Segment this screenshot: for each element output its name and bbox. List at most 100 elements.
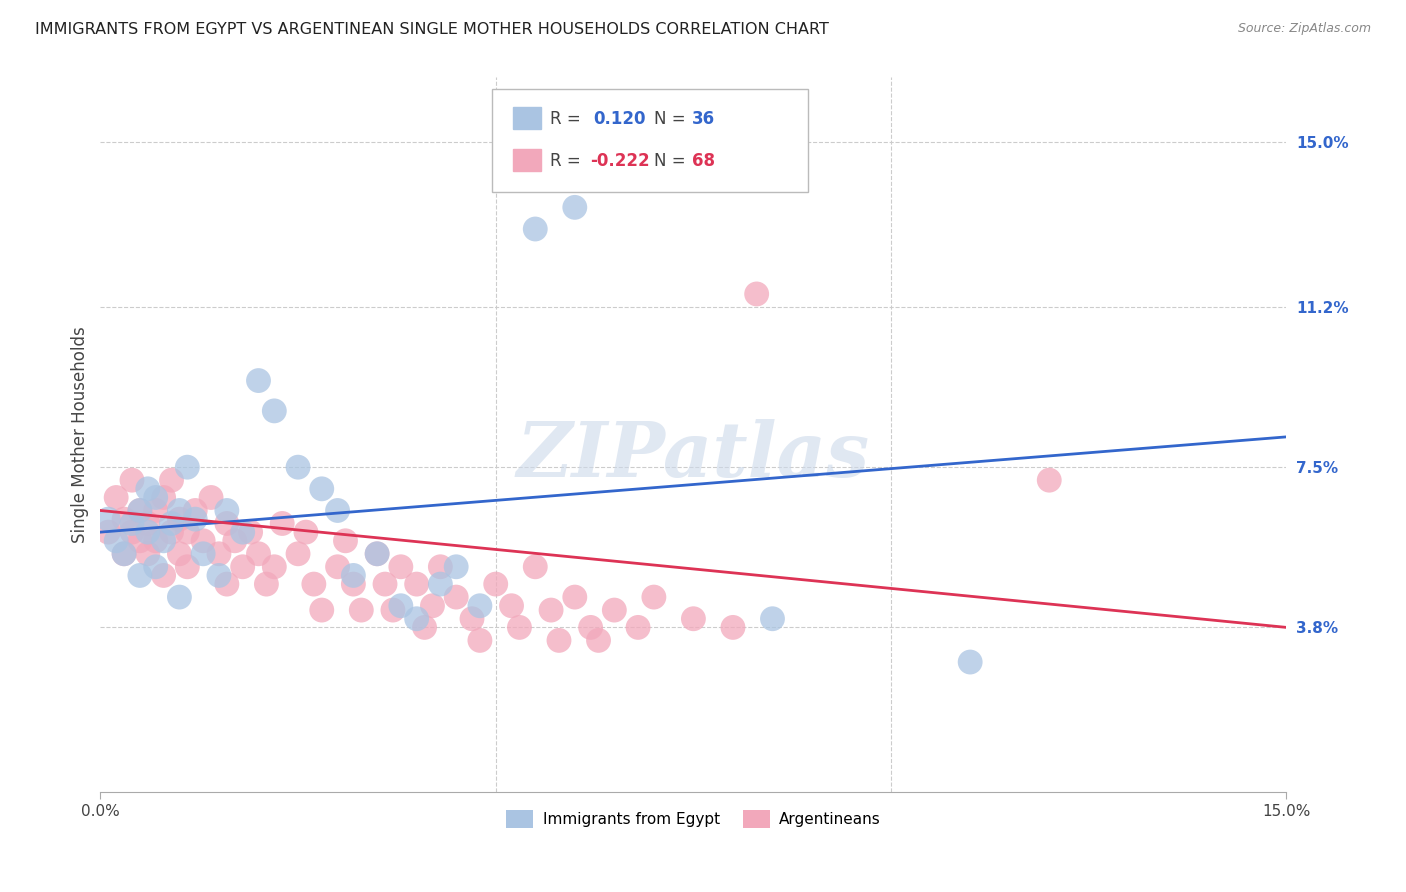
- Point: [247, 547, 270, 561]
- Point: [389, 559, 412, 574]
- Point: [548, 633, 571, 648]
- Point: [468, 633, 491, 648]
- Point: [208, 568, 231, 582]
- Point: [389, 599, 412, 613]
- Point: [682, 612, 704, 626]
- Point: [959, 655, 981, 669]
- Point: [145, 559, 167, 574]
- Point: [224, 533, 246, 548]
- Text: R =: R =: [550, 152, 586, 169]
- Point: [184, 512, 207, 526]
- Point: [287, 460, 309, 475]
- Point: [405, 612, 427, 626]
- Point: [302, 577, 325, 591]
- Point: [136, 516, 159, 531]
- Point: [311, 603, 333, 617]
- Point: [191, 533, 214, 548]
- Point: [761, 612, 783, 626]
- Point: [232, 559, 254, 574]
- Point: [160, 473, 183, 487]
- Point: [191, 547, 214, 561]
- Point: [603, 603, 626, 617]
- Point: [745, 287, 768, 301]
- Point: [342, 577, 364, 591]
- Point: [501, 599, 523, 613]
- Point: [145, 533, 167, 548]
- Point: [350, 603, 373, 617]
- Point: [627, 620, 650, 634]
- Point: [184, 503, 207, 517]
- Point: [215, 577, 238, 591]
- Point: [429, 559, 451, 574]
- Point: [247, 374, 270, 388]
- Point: [176, 525, 198, 540]
- Point: [271, 516, 294, 531]
- Point: [145, 503, 167, 517]
- Point: [287, 547, 309, 561]
- Point: [136, 525, 159, 540]
- Point: [128, 568, 150, 582]
- Point: [263, 559, 285, 574]
- Point: [121, 525, 143, 540]
- Point: [444, 590, 467, 604]
- Point: [524, 222, 547, 236]
- Point: [112, 547, 135, 561]
- Point: [335, 533, 357, 548]
- Point: [429, 577, 451, 591]
- Point: [263, 404, 285, 418]
- Point: [508, 620, 530, 634]
- Point: [152, 533, 174, 548]
- Point: [254, 577, 277, 591]
- Text: -0.222: -0.222: [591, 152, 650, 169]
- Point: [588, 633, 610, 648]
- Text: N =: N =: [654, 152, 690, 169]
- Y-axis label: Single Mother Households: Single Mother Households: [72, 326, 89, 543]
- Point: [485, 577, 508, 591]
- Text: Source: ZipAtlas.com: Source: ZipAtlas.com: [1237, 22, 1371, 36]
- Point: [169, 503, 191, 517]
- Point: [366, 547, 388, 561]
- Point: [326, 559, 349, 574]
- Point: [232, 525, 254, 540]
- Point: [121, 473, 143, 487]
- Point: [540, 603, 562, 617]
- Point: [136, 547, 159, 561]
- Point: [169, 547, 191, 561]
- Point: [176, 460, 198, 475]
- Point: [721, 620, 744, 634]
- Point: [136, 482, 159, 496]
- Point: [105, 533, 128, 548]
- Legend: Immigrants from Egypt, Argentineans: Immigrants from Egypt, Argentineans: [499, 804, 887, 834]
- Text: 0.120: 0.120: [593, 110, 645, 128]
- Text: IMMIGRANTS FROM EGYPT VS ARGENTINEAN SINGLE MOTHER HOUSEHOLDS CORRELATION CHART: IMMIGRANTS FROM EGYPT VS ARGENTINEAN SIN…: [35, 22, 830, 37]
- Point: [215, 503, 238, 517]
- Point: [215, 516, 238, 531]
- Point: [405, 577, 427, 591]
- Text: R =: R =: [550, 110, 586, 128]
- Point: [461, 612, 484, 626]
- Point: [160, 525, 183, 540]
- Point: [97, 525, 120, 540]
- Point: [444, 559, 467, 574]
- Point: [152, 568, 174, 582]
- Point: [564, 590, 586, 604]
- Point: [468, 599, 491, 613]
- Point: [169, 590, 191, 604]
- Point: [152, 491, 174, 505]
- Point: [97, 512, 120, 526]
- Point: [381, 603, 404, 617]
- Point: [295, 525, 318, 540]
- Point: [564, 200, 586, 214]
- Point: [579, 620, 602, 634]
- Point: [160, 516, 183, 531]
- Point: [643, 590, 665, 604]
- Point: [524, 559, 547, 574]
- Point: [121, 516, 143, 531]
- Text: N =: N =: [654, 110, 690, 128]
- Text: 36: 36: [692, 110, 714, 128]
- Point: [128, 503, 150, 517]
- Point: [112, 547, 135, 561]
- Point: [128, 533, 150, 548]
- Point: [311, 482, 333, 496]
- Point: [112, 512, 135, 526]
